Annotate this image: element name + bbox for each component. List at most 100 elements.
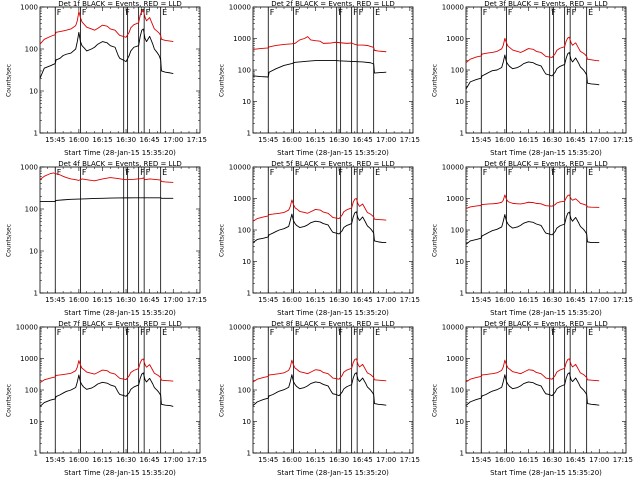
y-tick-label: 100 (238, 387, 251, 395)
y-tick-label: 10 (242, 258, 251, 266)
y-tick-label: 1000 (233, 35, 251, 43)
y-tick-label: 100 (238, 227, 251, 235)
series-lld-line (252, 36, 387, 53)
x-tick-label: 17:15 (400, 456, 420, 464)
x-tick-label: 17:15 (400, 136, 420, 144)
panel-title: Det 1f BLACK = Events, RED = LLD (58, 0, 182, 8)
x-tick-label: 17:15 (187, 136, 207, 144)
x-tick-label: 15:45 (471, 136, 491, 144)
y-tick-label: 1 (460, 130, 464, 138)
plot-area: 1 10 100 1000 10000 15:45 16:00 16:15 16:30 16:45… (16, 324, 207, 465)
y-tick-label: 10000 (229, 164, 251, 172)
x-tick-label: 16:15 (92, 456, 112, 464)
series-events-line (40, 197, 174, 203)
time-marker-label: F (483, 8, 488, 17)
x-tick-label: 16:45 (566, 456, 586, 464)
x-axis-label: Start Time (28-Jan-15 15:35:20) (490, 469, 602, 477)
time-marker-label: F (508, 168, 513, 177)
x-tick-label: 17:00 (589, 456, 609, 464)
time-marker-label: F (483, 168, 488, 177)
y-tick-label: 10 (29, 88, 38, 96)
y-tick-label: 1000 (446, 35, 464, 43)
x-tick-label: 16:15 (305, 136, 325, 144)
y-tick-label: 10000 (229, 324, 251, 332)
time-marker-label: E (588, 8, 593, 17)
y-tick-label: 10000 (229, 4, 251, 12)
time-marker-label: F (359, 328, 364, 337)
y-tick-label: 1 (460, 290, 464, 298)
x-tick-label: 16:45 (566, 136, 586, 144)
x-axis-label: Start Time (28-Jan-15 15:35:20) (277, 309, 389, 317)
series-events-line (252, 211, 387, 243)
time-marker-label: E (375, 328, 380, 337)
y-tick-label: 10000 (16, 324, 38, 332)
series-lld-line (252, 358, 387, 383)
axes-frame (39, 166, 201, 294)
x-tick-label: 16:00 (69, 136, 89, 144)
detector-panel-4: Det 4f BLACK = Events, RED = LLD Start Ti… (0, 160, 213, 320)
y-tick-label: 10000 (442, 164, 464, 172)
x-tick-label: 16:30 (542, 136, 562, 144)
series-lld-line (465, 36, 600, 64)
y-tick-label: 1 (34, 130, 38, 138)
time-marker-label: F (353, 168, 358, 177)
plot-area: 1 10 100 1000 10000 15:45 16:00 16:15 16:30 16:45… (442, 4, 633, 145)
x-tick-label: 17:15 (613, 136, 633, 144)
panel-title: Det 4f BLACK = Events, RED = LLD (58, 160, 182, 168)
x-tick-label: 17:15 (613, 296, 633, 304)
x-tick-label: 15:45 (471, 456, 491, 464)
x-tick-label: 17:00 (163, 136, 183, 144)
series-lld-line (39, 358, 174, 384)
x-tick-label: 16:00 (69, 296, 89, 304)
time-marker-label: F (146, 328, 151, 337)
time-marker-label: E (375, 168, 380, 177)
detector-panel-5: Det 5f BLACK = Events, RED = LLD Start Ti… (213, 160, 426, 320)
x-tick-label: 17:15 (187, 296, 207, 304)
x-axis-label: Start Time (28-Jan-15 15:35:20) (277, 149, 389, 157)
y-tick-label: 10000 (442, 324, 464, 332)
series-lld-line (252, 198, 387, 222)
time-marker-label: F (57, 168, 62, 177)
y-tick-label: 1 (34, 290, 38, 298)
y-tick-label: 1 (460, 450, 464, 458)
x-axis-label: Start Time (28-Jan-15 15:35:20) (64, 469, 176, 477)
x-tick-label: 15:45 (258, 296, 278, 304)
y-tick-label: 100 (238, 67, 251, 75)
x-tick-label: 16:30 (542, 296, 562, 304)
time-marker-label: F (572, 328, 577, 337)
series-events-line (252, 372, 387, 406)
time-marker-label: F (57, 8, 62, 17)
panel-title: Det 2f BLACK = Events, RED = LLD (271, 0, 395, 8)
axes-frame (39, 6, 201, 134)
time-marker-label: F (57, 328, 62, 337)
x-tick-label: 17:00 (376, 296, 396, 304)
x-tick-label: 16:30 (329, 456, 349, 464)
y-tick-label: 10 (242, 98, 251, 106)
time-marker-label: F (353, 328, 358, 337)
time-marker-label: F (566, 328, 571, 337)
detector-panel-9: Det 9f BLACK = Events, RED = LLD Start Ti… (426, 320, 639, 480)
series-events-line (465, 372, 600, 406)
plot-area: 1 10 100 1000 10000 15:45 16:00 16:15 16:30 16:45… (229, 324, 420, 465)
x-tick-label: 16:45 (140, 456, 160, 464)
detector-panel-1: Det 1f BLACK = Events, RED = LLD Start Ti… (0, 0, 213, 160)
axes-frame (39, 326, 201, 454)
series-lld-line (465, 358, 600, 383)
y-tick-label: 1000 (20, 355, 38, 363)
y-tick-label: 10 (29, 248, 38, 256)
x-tick-label: 16:45 (140, 136, 160, 144)
y-tick-label: 100 (25, 46, 38, 54)
time-marker-label: F (146, 8, 151, 17)
plot-area: 1 10 100 1000 10000 15:45 16:00 16:15 16:30 16:45… (442, 324, 633, 465)
x-tick-label: 16:00 (495, 456, 515, 464)
x-tick-label: 17:00 (589, 136, 609, 144)
x-tick-label: 17:00 (376, 456, 396, 464)
x-tick-label: 16:15 (305, 296, 325, 304)
series-lld-line (465, 194, 600, 209)
time-marker-label: F (82, 8, 87, 17)
time-marker-label: F (359, 8, 364, 17)
time-marker-label: F (270, 328, 275, 337)
detector-panel-2: Det 2f BLACK = Events, RED = LLD Start Ti… (213, 0, 426, 160)
axes-frame (465, 326, 627, 454)
